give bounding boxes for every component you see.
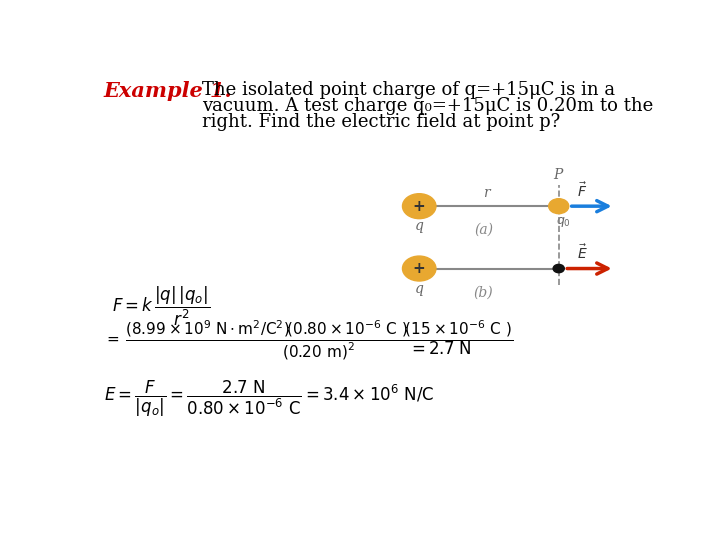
Text: right. Find the electric field at point p?: right. Find the electric field at point … (202, 113, 560, 131)
Text: $F = k\,\dfrac{|q|\,|q_o|}{r^2}$: $F = k\,\dfrac{|q|\,|q_o|}{r^2}$ (112, 285, 210, 328)
Text: q: q (415, 282, 423, 296)
Text: Example 1.: Example 1. (104, 82, 233, 102)
Text: +: + (413, 261, 426, 276)
Text: (b): (b) (474, 285, 493, 299)
Text: P: P (553, 168, 562, 182)
Text: r: r (483, 186, 490, 200)
Text: +: + (413, 199, 426, 214)
Circle shape (402, 256, 436, 281)
Text: $\vec{F}$: $\vec{F}$ (577, 181, 587, 200)
Text: (a): (a) (474, 223, 493, 237)
Circle shape (549, 199, 569, 214)
Circle shape (553, 265, 564, 273)
Text: vacuum. A test charge q₀=+15μC is 0.20m to the: vacuum. A test charge q₀=+15μC is 0.20m … (202, 97, 653, 115)
Text: $\vec{E}$: $\vec{E}$ (577, 244, 588, 262)
Text: $E = \dfrac{F}{|q_o|} = \dfrac{2.7\ \mathrm{N}}{0.80\times10^{-6}\ \mathrm{C}}= : $E = \dfrac{F}{|q_o|} = \dfrac{2.7\ \mat… (104, 379, 434, 419)
Text: q: q (415, 219, 423, 233)
Text: $=\,\dfrac{\left(8.99\times10^{9}\ \mathrm{N\cdot m^{2}/C^{2}}\right)\!\left(0.8: $=\,\dfrac{\left(8.99\times10^{9}\ \math… (104, 319, 513, 362)
Circle shape (402, 194, 436, 219)
Text: The isolated point charge of q=+15μC is in a: The isolated point charge of q=+15μC is … (202, 82, 615, 99)
Text: $q_0$: $q_0$ (557, 215, 572, 230)
Text: $= 2.7\ \mathrm{N}$: $= 2.7\ \mathrm{N}$ (408, 341, 472, 359)
